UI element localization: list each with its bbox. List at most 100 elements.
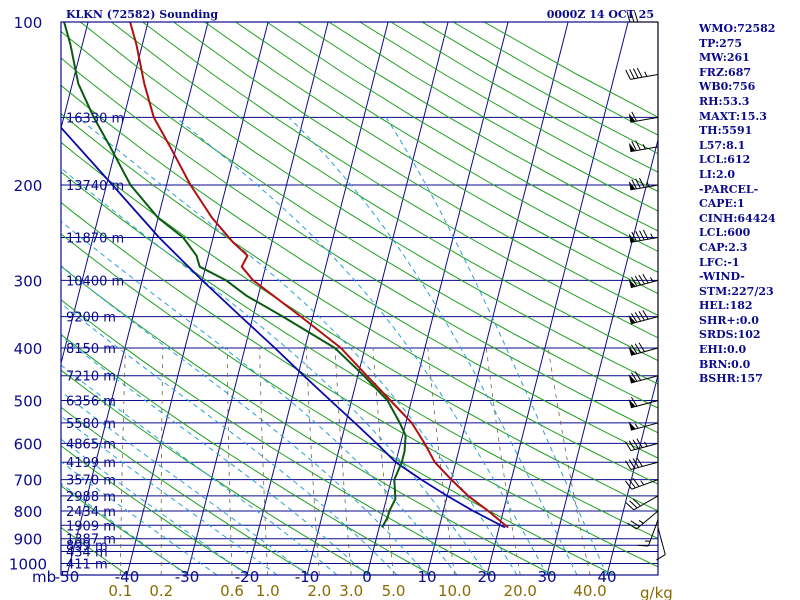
moist-adiabat-line (61, 167, 488, 575)
index-row: CAP:2.3 (699, 240, 748, 254)
dry-adiabat-line (142, 22, 658, 339)
wind-barb (628, 397, 659, 409)
pressure-tick-label: 600 (14, 435, 43, 453)
moist-adiabat-line (61, 390, 308, 575)
dry-adiabat-line (266, 22, 658, 252)
wind-barb (628, 310, 659, 325)
height-label: 1909 m (66, 519, 116, 534)
height-label: 13740 m (66, 179, 124, 194)
wind-barb (625, 67, 659, 80)
height-label: 11870 m (66, 231, 124, 246)
dry-adiabat-line (173, 22, 658, 316)
height-label: 2434 m (66, 505, 116, 520)
wind-barb (625, 457, 659, 470)
index-row: RH:53.3 (699, 94, 750, 108)
dry-adiabat-line (61, 112, 658, 485)
isotherm-line (546, 137, 658, 575)
wind-barb (637, 519, 659, 547)
mixing-ratio-unit-label: g/kg (640, 584, 673, 600)
dewpoint-trace (63, 22, 407, 528)
mixing-ratio-tick-label: 10.0 (438, 582, 471, 600)
dry-adiabat-line (61, 57, 658, 434)
mixing-ratio-line (547, 347, 591, 575)
height-label: 899 m (66, 539, 108, 554)
dry-adiabat-line (61, 369, 372, 575)
wind-barb (628, 177, 659, 191)
isotherm-line (366, 22, 509, 575)
temperature-tick-label: -20 (235, 568, 260, 586)
moist-adiabat-line (288, 117, 578, 575)
mixing-ratio-line (485, 347, 521, 575)
index-row: SRDS:102 (699, 328, 761, 342)
isotherm-line (61, 22, 89, 131)
mixing-ratio-tick-label: 2.0 (307, 582, 331, 600)
pressure-tick-label: 200 (14, 177, 43, 195)
dry-adiabat-line (61, 141, 658, 512)
wind-barb (625, 477, 659, 490)
index-row: -WIND- (699, 270, 745, 284)
temperature-tick-label: -40 (115, 568, 140, 586)
mixing-ratio-line (372, 347, 394, 575)
mixing-ratio-tick-label: 3.0 (339, 582, 363, 600)
index-row: MAXT:15.3 (699, 109, 767, 123)
pressure-tick-label: 100 (14, 14, 43, 32)
isotherm-line (246, 22, 389, 575)
dry-adiabat-line (61, 333, 432, 575)
temperature-tick-label: 30 (537, 568, 556, 586)
profiles (61, 22, 509, 529)
index-row: BRN:0.0 (699, 357, 751, 371)
wind-barb (628, 229, 659, 243)
moist-adiabat-line (61, 364, 338, 575)
temperature-tick-label: 0 (362, 568, 372, 586)
index-row: FRZ:687 (699, 65, 752, 79)
isotherm-line (0, 22, 28, 575)
index-row: EHI:0.0 (699, 343, 747, 357)
index-row: L57:8.1 (699, 138, 746, 152)
moist-adiabat-line (61, 220, 458, 575)
pressure-tick-label: 400 (14, 340, 43, 358)
dry-adiabat-line (111, 22, 658, 362)
height-label: 7210 m (66, 370, 116, 385)
mixing-ratio-tick-label: 0.6 (220, 582, 244, 600)
index-row: LCL:612 (699, 153, 751, 167)
isotherm-line (486, 22, 629, 575)
height-label: 411 m (66, 558, 108, 573)
index-row: WMO:72582 (699, 22, 776, 35)
wind-barb (628, 273, 659, 289)
height-label: 4199 m (66, 456, 116, 471)
dry-adiabat-line (61, 233, 615, 575)
wind-barb (628, 111, 659, 123)
temperature-tick-label: 20 (477, 568, 496, 586)
grid (0, 22, 658, 575)
pressure-tick-label: 1000 (9, 556, 47, 574)
wind-barb (628, 421, 659, 431)
dry-adiabat-line (204, 22, 658, 295)
isotherm-line (126, 22, 269, 575)
isotherm-line (426, 22, 569, 575)
wind-barbs (625, 11, 666, 561)
isotherm-line (66, 22, 209, 575)
moist-adiabat-line (175, 117, 548, 575)
wind-barb (625, 495, 659, 511)
mixing-ratio-line (427, 347, 455, 575)
index-row: CAPE:1 (699, 197, 745, 211)
pressure-tick-label: 900 (14, 531, 43, 549)
dry-adiabat-line (61, 445, 250, 575)
pressure-tick-label: 800 (14, 503, 43, 521)
moist-adiabat-line (385, 117, 608, 575)
dry-adiabat-line (80, 22, 658, 385)
temperature-tick-label: -30 (175, 568, 200, 586)
dry-adiabat-line (61, 406, 311, 575)
index-row: LFC:-1 (699, 255, 740, 269)
index-row: SHR+:0.0 (699, 313, 759, 327)
moist-adiabat-line (61, 335, 368, 575)
index-row: MW:261 (699, 51, 750, 65)
temperature-tick-label: -50 (55, 568, 80, 586)
height-label: 8150 m (66, 342, 116, 357)
parcel-trace (61, 126, 506, 529)
mixing-ratio-line (334, 347, 352, 575)
wind-barb (628, 342, 659, 356)
moist-adiabat-line (77, 117, 518, 575)
height-label: 9200 m (66, 311, 116, 326)
